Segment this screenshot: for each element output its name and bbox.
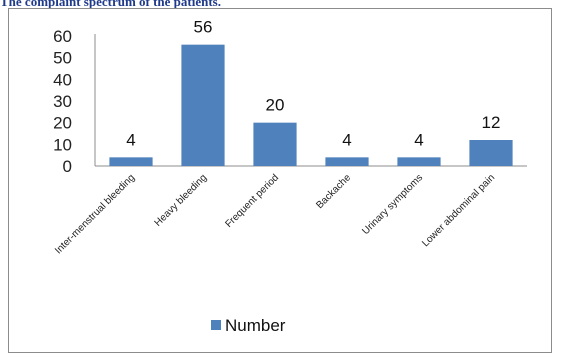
x-tick-label: Urinary symptoms	[360, 172, 425, 237]
legend-label: Number	[225, 316, 286, 335]
y-tick-label: 40	[53, 70, 72, 89]
x-tick-label: Heavy bleeding	[153, 172, 210, 229]
data-label: 56	[194, 18, 213, 37]
data-label: 20	[266, 96, 285, 115]
y-tick-label: 60	[53, 27, 72, 46]
bar	[397, 157, 440, 166]
x-tick-label: Frequent period	[223, 172, 281, 230]
bar	[253, 123, 296, 166]
bar	[109, 157, 152, 166]
y-tick-label: 30	[53, 92, 72, 111]
y-tick-label: 20	[53, 114, 72, 133]
y-tick-label: 10	[53, 135, 72, 154]
bar	[325, 157, 368, 166]
y-tick-label: 50	[53, 49, 72, 68]
data-label: 12	[482, 113, 501, 132]
legend-swatch	[211, 320, 221, 330]
x-tick-label: Lower abdominal pain	[420, 172, 497, 249]
bar	[181, 45, 224, 166]
data-label: 4	[342, 130, 351, 149]
data-label: 4	[414, 130, 423, 149]
x-tick-label: Inter-menstrual bleeding	[53, 172, 137, 256]
x-tick-label: Backache	[314, 172, 353, 211]
data-label: 4	[126, 130, 135, 149]
y-tick-label: 0	[63, 157, 72, 176]
bar	[469, 140, 512, 166]
